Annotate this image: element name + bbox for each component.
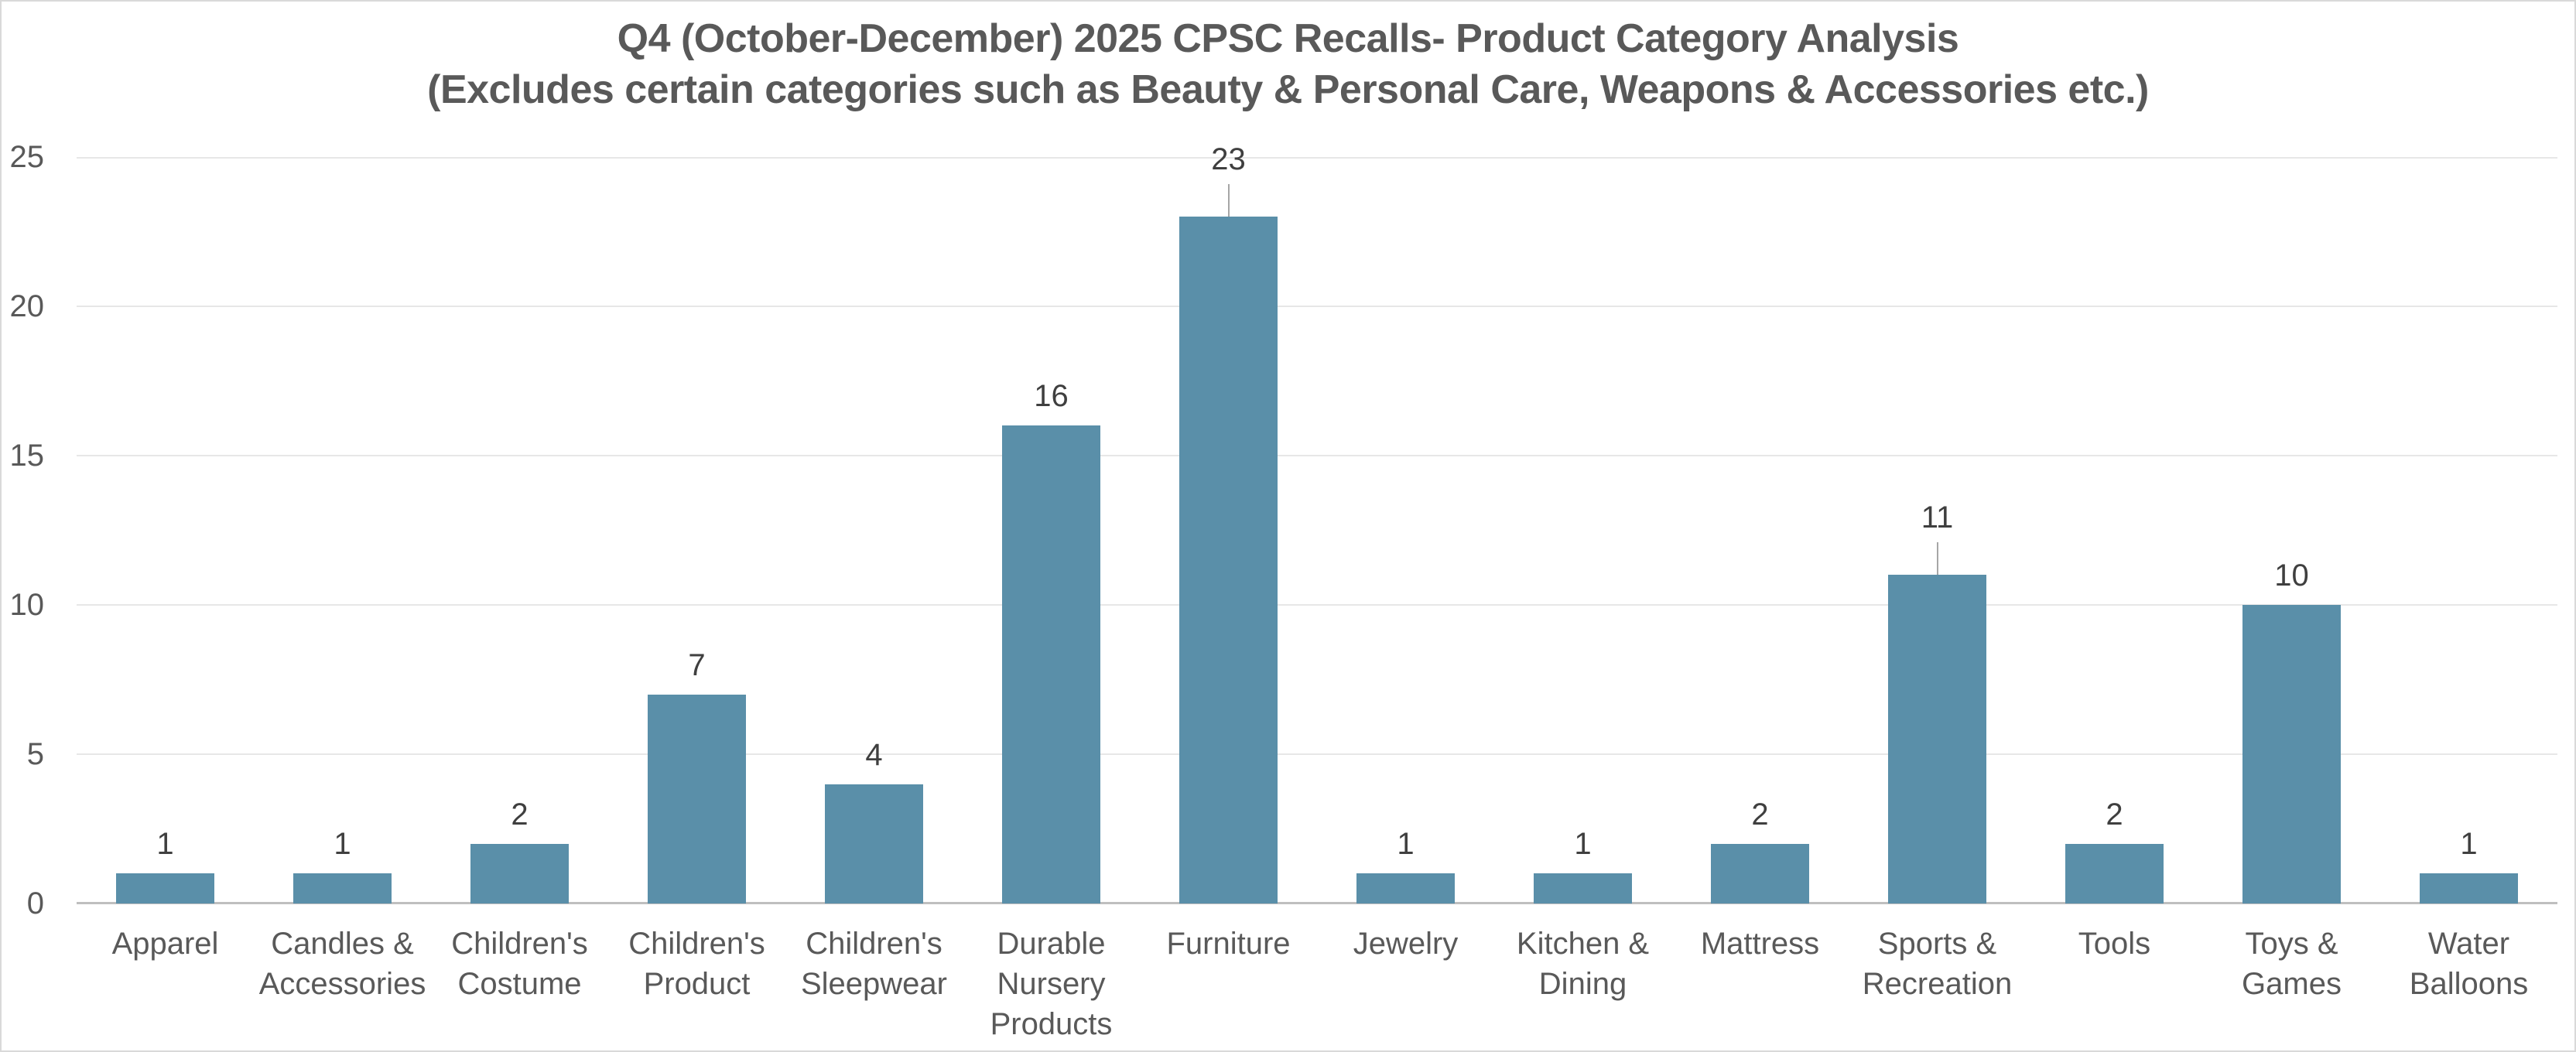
bar-value-label: 1 [334,827,351,862]
y-axis-tick-label: 20 [9,289,45,323]
gridline [77,455,2557,456]
x-axis-category-label: Sports & Recreation [1862,927,2013,1001]
bar-value-label: 16 [1034,379,1069,414]
bar-value-label: 1 [2460,827,2478,862]
x-axis-category-label: Durable Nursery Products [990,927,1113,1041]
bar [2420,873,2518,903]
bar-value-label: 1 [1574,827,1592,862]
bar-value-label: 4 [865,737,883,772]
x-axis-category-label: Children's Sleepwear [800,927,947,1001]
bar [116,873,214,903]
bar [293,873,392,903]
bar-value-label: 11 [1921,500,1954,535]
bar [2065,843,2164,903]
bar [2242,605,2341,903]
bar [1888,575,1986,903]
x-axis-category-label: Mattress [1700,927,1820,961]
data-label-leader-line [1936,542,1938,576]
x-axis-line [77,902,2557,904]
bar [825,784,923,903]
x-axis-category-label: Furniture [1166,927,1291,961]
gridline [77,306,2557,307]
x-axis-category-label: Apparel [111,927,219,961]
x-axis-category-label: Toys & Games [2242,927,2342,1001]
x-axis-category-labels: Apparel Candles & Accessories Children's C… [77,924,2557,1047]
gridline [77,753,2557,755]
bar [470,843,569,903]
y-axis-tick-label: 15 [9,439,45,473]
chart-title-line2: (Excludes certain categories such as Bea… [427,67,2149,112]
bar-value-label: 1 [1397,827,1415,862]
x-axis-category-label: Tools [2078,927,2151,961]
bar [1179,217,1278,903]
x-axis-category-label: Children's Costume [451,927,588,1001]
bar [648,694,746,903]
bar-value-label: 2 [511,797,529,832]
bar-value-label: 10 [2274,558,2309,593]
bar-value-label: 23 [1211,142,1246,177]
data-label-leader-line [1227,184,1230,217]
bar-value-label: 2 [1751,797,1769,832]
x-axis-category-label: Candles & Accessories [258,927,426,1001]
x-axis-category-label: Jewelry [1353,927,1459,961]
bar [1534,873,1632,903]
x-axis-category-label: Children's Product [628,927,765,1001]
y-axis-tick-label: 10 [9,588,45,622]
gridline [77,604,2557,606]
bar-value-label: 2 [2106,797,2123,832]
x-axis-category-label: Kitchen & Dining [1516,927,1650,1001]
bar-value-label: 7 [688,647,706,682]
gridline [77,157,2557,159]
chart-title-line1: Q4 (October-December) 2025 CPSC Recalls-… [617,16,1959,61]
bar [1711,843,1809,903]
bar [1002,425,1100,903]
y-axis-tick-label: 5 [26,737,44,771]
y-axis-tick-label: 25 [9,140,45,174]
bar-value-label: 1 [156,827,174,862]
plot-area: 1 1 2 7 4 16 23 1 1 2 11 2 10 1 [77,142,2557,904]
x-axis-category-label: Water Balloons [2409,927,2529,1001]
chart-title: Q4 (October-December) 2025 CPSC Recalls-… [2,12,2574,114]
bar [1356,873,1455,903]
y-axis-tick-label: 0 [26,886,44,920]
